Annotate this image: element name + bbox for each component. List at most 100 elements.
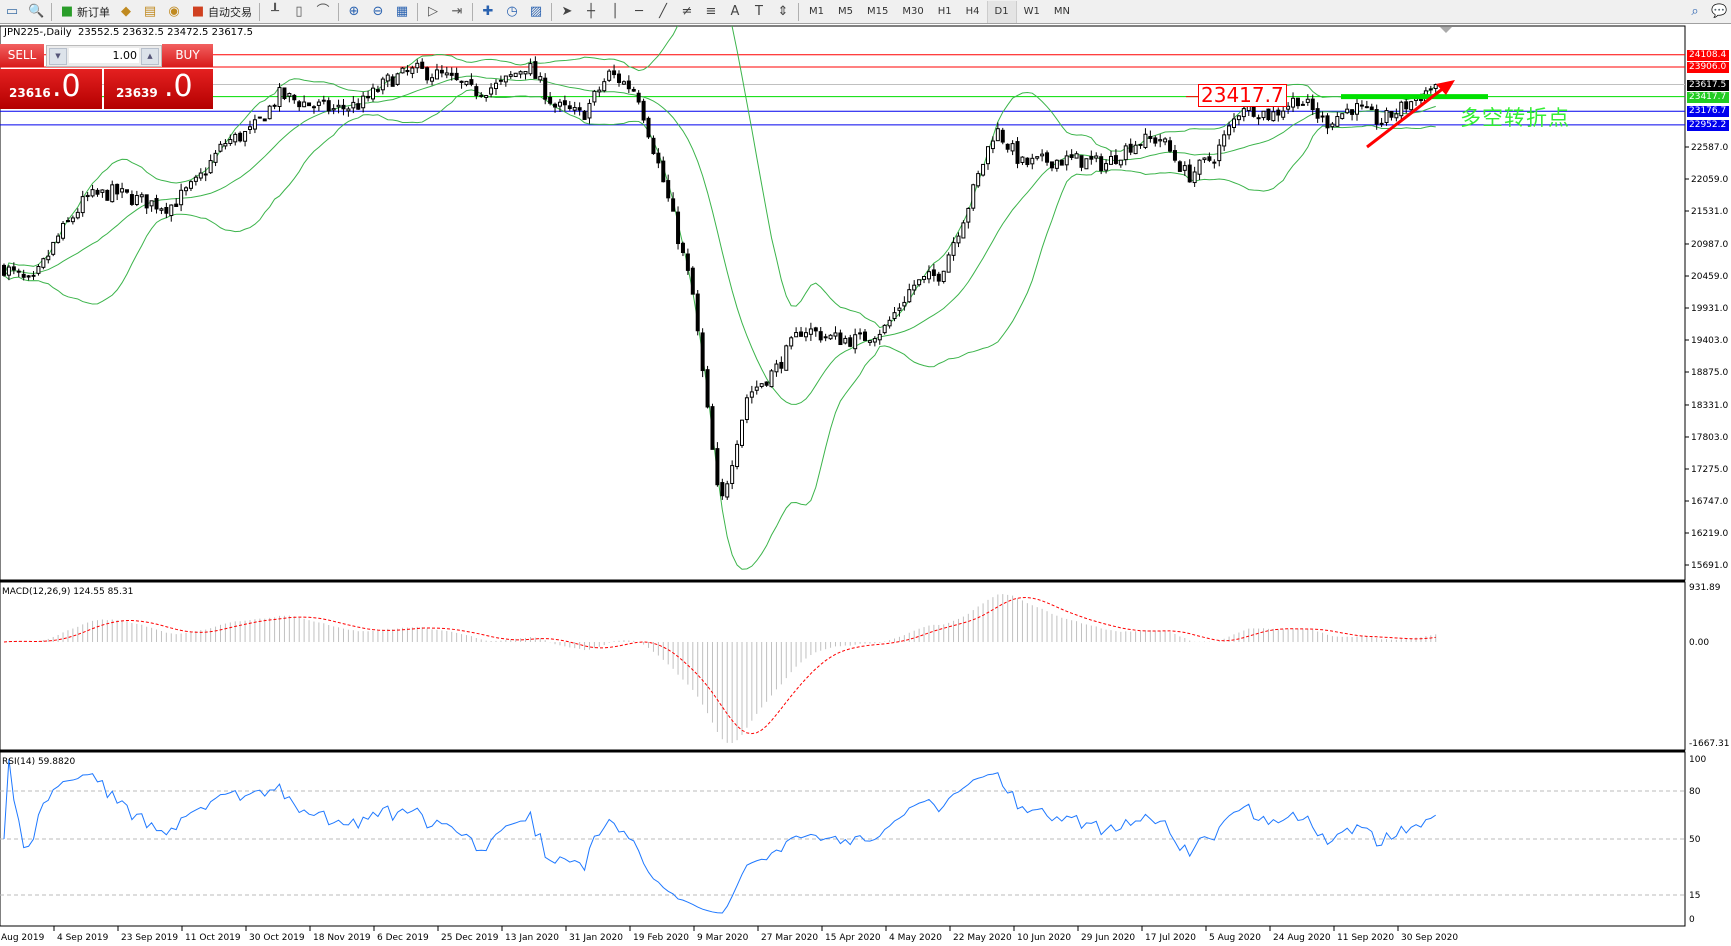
buy-button[interactable]: BUY [162, 44, 213, 67]
candle-bearish [125, 189, 129, 193]
candle-bearish [533, 61, 538, 79]
chat-icon[interactable]: 💬 [1707, 1, 1731, 23]
timeframe-mn[interactable]: MN [1053, 5, 1070, 17]
time-axis-label: 18 Nov 2019 [313, 933, 371, 943]
sell-button[interactable]: SELL [0, 44, 44, 67]
timeframe-m5[interactable]: M5 [838, 5, 853, 17]
lot-increase-button[interactable]: ▲ [141, 48, 159, 65]
periods-icon-glyph: ◷ [506, 3, 518, 19]
candle-bearish [799, 331, 804, 337]
timeframe-h4[interactable]: H4 [965, 5, 980, 17]
time-axis-label: 30 Sep 2020 [1401, 933, 1458, 943]
candle-bullish [961, 222, 966, 239]
candle-bullish [892, 312, 897, 319]
arrows-icon[interactable]: ⇕ [771, 1, 795, 23]
candle-bullish [833, 332, 838, 337]
candle-bullish [1340, 113, 1345, 119]
text-icon[interactable]: A [723, 1, 747, 23]
candle-bearish [543, 77, 548, 100]
candle-bullish [346, 108, 351, 112]
candle-bullish [61, 222, 66, 239]
candle-bullish [1094, 155, 1099, 159]
candle-bearish [705, 369, 710, 408]
timeframe-h1[interactable]: H1 [937, 5, 952, 17]
candle-bullish [1118, 159, 1123, 166]
candle-bearish [95, 189, 100, 195]
buy-price-button[interactable]: 23639 .0 [104, 69, 213, 109]
price-axis-label: 22059.0 [1691, 175, 1728, 185]
auto-scroll-icon[interactable]: ▷ [421, 1, 445, 23]
buy-price: 23639 [116, 86, 158, 100]
navigator-icon[interactable]: ▤ [138, 1, 162, 23]
search-icon[interactable]: ⌕ [1683, 1, 1707, 23]
candlestick-icon[interactable]: ▯ [287, 1, 311, 23]
candle-bearish [690, 267, 695, 295]
toolbar-separator [51, 2, 52, 21]
zoom-in-icon[interactable]: ⊕ [342, 1, 366, 23]
candle-bearish [700, 332, 705, 372]
candle-bullish [597, 89, 602, 93]
cursor-icon[interactable]: ➤ [555, 1, 579, 23]
candle-bullish [1163, 138, 1168, 143]
time-axis-label: 17 Jul 2020 [1145, 933, 1196, 943]
rsi-axis-label: 80 [1689, 787, 1701, 797]
candle-bearish [641, 100, 646, 121]
candle-bearish [326, 100, 331, 112]
horizontal-line-icon[interactable]: ─ [627, 1, 651, 23]
bar-chart-icon[interactable]: ┸ [263, 1, 287, 23]
line-chart-icon[interactable]: ⌒ [311, 1, 335, 23]
timeframe-w1[interactable]: W1 [1023, 5, 1040, 17]
timeframe-m30[interactable]: M30 [902, 5, 924, 17]
candle-bullish [592, 90, 597, 103]
time-axis-label: 15 Apr 2020 [825, 933, 881, 943]
sell-price-button[interactable]: 23616 .0 [0, 69, 102, 109]
candle-bullish [607, 70, 612, 81]
tile-windows-icon[interactable]: ▦ [390, 1, 414, 23]
candle-bearish [680, 242, 685, 253]
time-axis-label: 30 Oct 2019 [249, 933, 305, 943]
timeframe-d1[interactable]: D1 [986, 0, 1017, 23]
zoom-window-icon[interactable]: 🔍 [24, 1, 48, 23]
candle-bullish [1202, 157, 1207, 161]
candle-bullish [1212, 161, 1217, 164]
candle-bearish [863, 331, 867, 341]
periods-icon[interactable]: ◷ [500, 1, 524, 23]
candle-bearish [366, 95, 371, 99]
candle-bullish [444, 72, 449, 76]
zoom-out-icon[interactable]: ⊖ [366, 1, 390, 23]
price-axis-label: 16747.0 [1691, 497, 1728, 507]
candle-bearish [1350, 109, 1355, 115]
candle-bullish [139, 194, 144, 198]
new-order-button[interactable]: ■ 新订单 [55, 1, 114, 23]
templates-icon[interactable]: ▨ [524, 1, 548, 23]
lot-decrease-button[interactable]: ▼ [49, 48, 67, 65]
lot-input[interactable]: 1.00 [69, 48, 139, 63]
candle-bullish [990, 140, 995, 150]
fibonacci-icon[interactable]: ≡ [699, 1, 723, 23]
candle-bearish [838, 332, 843, 346]
auto-trading-button[interactable]: ■ 自动交易 [186, 1, 256, 23]
candle-bullish [1084, 158, 1089, 170]
time-axis-label: 22 May 2020 [953, 933, 1012, 943]
chart-shift-icon[interactable]: ⇥ [445, 1, 469, 23]
pivot-text-annotation[interactable]: 多空转折点 [1460, 106, 1570, 130]
indicators-icon[interactable]: ✚ [476, 1, 500, 23]
marketwatch-icon[interactable]: ◆ [114, 1, 138, 23]
window-icon[interactable]: ▭ [0, 1, 24, 23]
candle-bullish [754, 386, 759, 391]
vertical-line-icon[interactable]: │ [603, 1, 627, 23]
timeframe-m15[interactable]: M15 [867, 5, 889, 17]
pivot-price-annotation[interactable]: 23417.7 [1198, 84, 1287, 107]
signals-icon[interactable]: ◉ [162, 1, 186, 23]
trendline-icon[interactable]: ╱ [651, 1, 675, 23]
crosshair-icon[interactable]: ┼ [579, 1, 603, 23]
lot-stepper[interactable]: ▼ 1.00 ▲ [46, 45, 162, 67]
text-label-icon[interactable]: T [747, 1, 771, 23]
sell-price: 23616 [9, 86, 51, 100]
timeframe-m1[interactable]: M1 [809, 5, 824, 17]
equidistant-channel-icon[interactable]: ≠ [675, 1, 699, 23]
price-axis-label: 18875.0 [1691, 368, 1728, 378]
candle-bullish [361, 95, 366, 109]
toolbar-separator [472, 2, 473, 21]
